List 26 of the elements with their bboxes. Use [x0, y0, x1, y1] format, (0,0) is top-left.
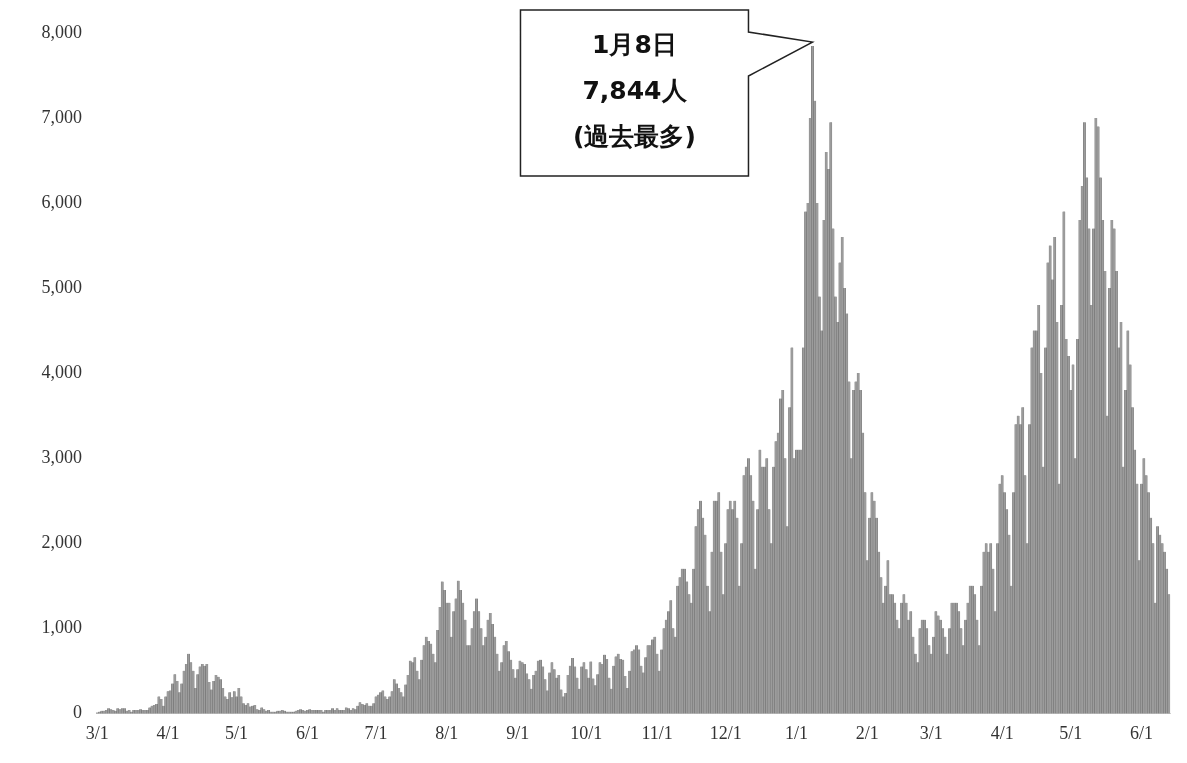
x-tick-label: 10/1 [570, 722, 603, 743]
x-tick-label: 8/1 [435, 722, 459, 743]
x-tick-label: 5/1 [225, 722, 249, 743]
y-tick-label: 2,000 [41, 531, 82, 552]
x-tick-label: 2/1 [855, 722, 879, 743]
x-tick-label: 4/1 [990, 722, 1014, 743]
annotation: 1月8日 7,844人 (過去最多) [573, 29, 696, 151]
x-tick-label: 11/1 [641, 722, 673, 743]
x-tick-label: 12/1 [709, 722, 742, 743]
y-tick-label: 0 [73, 702, 82, 723]
x-tick-label: 1/1 [784, 722, 808, 743]
x-tick-label: 9/1 [506, 722, 530, 743]
y-tick-label: 7,000 [41, 106, 82, 127]
y-tick-label: 6,000 [41, 191, 82, 212]
y-tick-label: 4,000 [41, 361, 82, 382]
x-tick-label: 7/1 [364, 722, 388, 743]
x-tick-label: 3/1 [919, 722, 943, 743]
y-tick-label: 3,000 [41, 446, 82, 467]
x-tick-label: 6/1 [295, 722, 319, 743]
x-tick-label: 4/1 [156, 722, 180, 743]
y-tick-label: 5,000 [41, 276, 82, 297]
y-tick-label: 1,000 [41, 617, 82, 638]
x-tick-label: 3/1 [85, 722, 109, 743]
x-tick-label: 6/1 [1130, 722, 1154, 743]
y-tick-label: 8,000 [41, 21, 82, 42]
x-tick-label: 5/1 [1059, 722, 1083, 743]
